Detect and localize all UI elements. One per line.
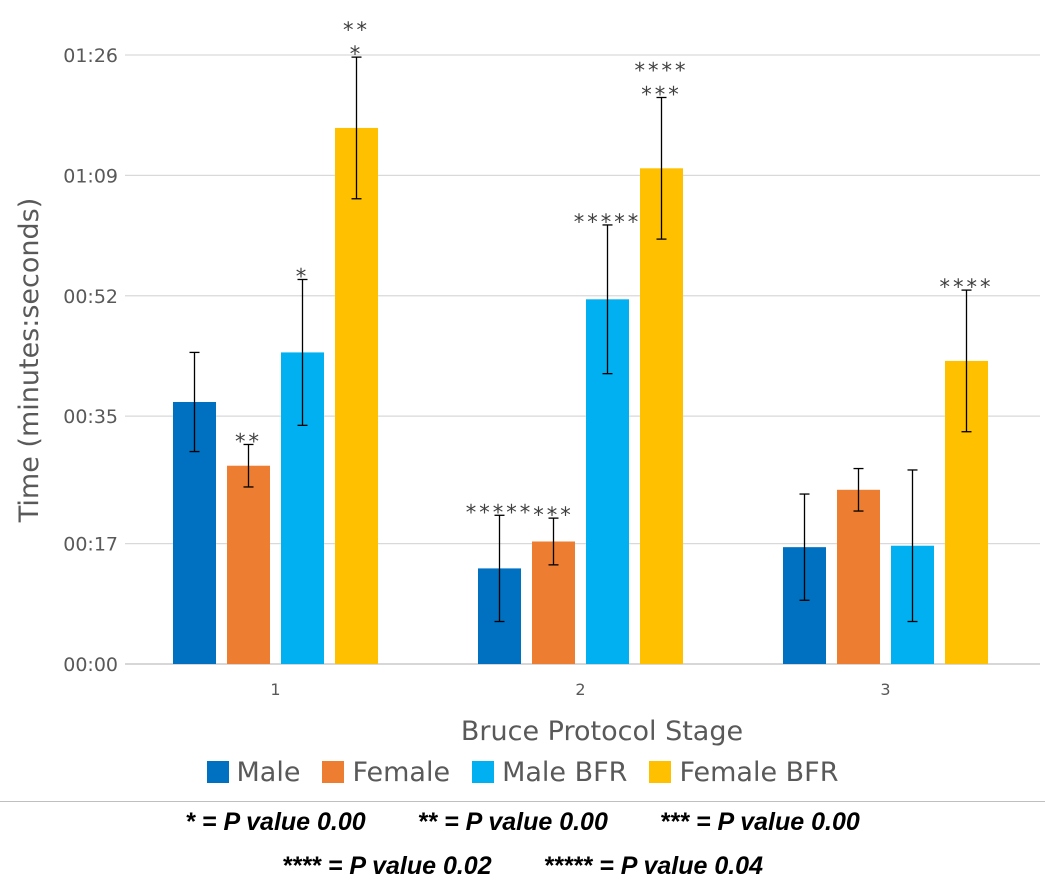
legend-item: Female	[322, 757, 450, 788]
significance-marker: ****	[940, 275, 994, 299]
x-tick-label: 3	[880, 680, 890, 699]
significance-marker: ***	[641, 82, 682, 106]
footnote-entry: ***** = P value 0.04	[543, 852, 763, 880]
significance-marker: **	[235, 429, 262, 453]
y-axis-ticks: 00:00 00:17 00:35 00:52 01:09 01:26	[63, 45, 118, 676]
x-tick-label: 2	[575, 680, 585, 699]
bars	[173, 127, 988, 665]
significance-marker: *	[296, 264, 310, 288]
footnote-entry: * = P value 0.00	[185, 808, 366, 836]
significance-annotations: *********** *******************	[235, 18, 994, 527]
y-tick-label: 00:00	[63, 654, 118, 676]
y-tick-label: 00:52	[63, 286, 118, 308]
footnote-entry: *** = P value 0.00	[659, 808, 860, 836]
y-tick-label: 00:17	[63, 534, 118, 556]
legend-label: Female	[352, 756, 451, 788]
y-axis-title: Time (minutes:seconds)	[14, 198, 45, 523]
significance-marker: *****	[466, 500, 534, 524]
y-tick-label: 01:09	[63, 165, 118, 187]
x-axis-ticks: 1 2 3	[270, 680, 890, 699]
legend-label: Female BFR	[679, 756, 839, 788]
x-axis-title: Bruce Protocol Stage	[461, 716, 743, 747]
significance-marker: *****	[574, 210, 642, 234]
legend: Male Female Male BFR Female BFR	[0, 752, 1045, 792]
y-tick-label: 00:35	[63, 406, 118, 428]
significance-marker: **	[343, 18, 370, 42]
footnote-line-2: **** = P value 0.02 ***** = P value 0.04	[0, 852, 1045, 881]
x-tick-label: 1	[270, 680, 280, 699]
legend-swatch	[322, 761, 345, 783]
legend-item: Female BFR	[649, 757, 838, 788]
legend-swatch	[206, 761, 229, 783]
bar-chart: *********** ******************* 00:0000:1…	[14, 18, 1040, 747]
bar-female	[837, 489, 880, 664]
legend-label: Male BFR	[502, 756, 628, 788]
legend-item: Male BFR	[472, 757, 627, 788]
significance-marker: ****	[635, 58, 689, 82]
legend-label: Male	[236, 756, 301, 788]
bar-female-bfr	[640, 168, 683, 665]
gridlines	[125, 54, 1040, 665]
footnote-line-1: * = P value 0.00 ** = P value 0.00 *** = P…	[0, 808, 1045, 837]
chart-frame: ** * ** * ***** *** ***** **** *** **** 00:00 00:1…	[0, 18, 1045, 802]
bar-female-bfr	[335, 127, 378, 665]
significance-marker: ***	[533, 503, 574, 527]
legend-swatch	[472, 761, 495, 783]
legend-item: Male	[206, 756, 301, 788]
bar-female	[227, 465, 270, 664]
footnote-entry: ** = P value 0.00	[417, 808, 608, 836]
legend-swatch	[649, 761, 672, 783]
significance-marker: *	[350, 42, 364, 66]
error-bars	[189, 56, 972, 623]
y-tick-label: 01:26	[63, 45, 118, 67]
footnote-entry: **** = P value 0.02	[281, 852, 492, 880]
